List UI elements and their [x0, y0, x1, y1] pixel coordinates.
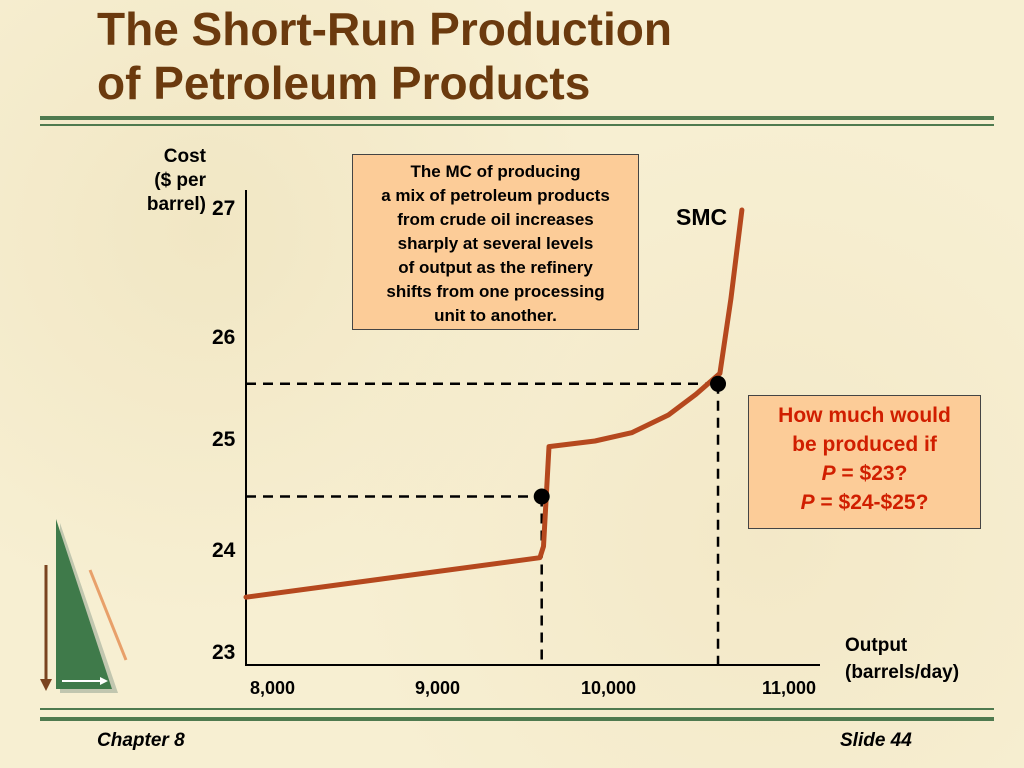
- mc-explanation-box: The MC of producing a mix of petroleum p…: [352, 154, 639, 330]
- y-tick-25: 25: [212, 428, 236, 451]
- reference-point-1: [533, 488, 550, 505]
- footer-rule-thin: [40, 708, 994, 710]
- y-tick-24: 24: [212, 539, 236, 562]
- footer-rule-thick: [40, 717, 994, 721]
- slide-number: Slide 44: [840, 730, 912, 751]
- title-rule-thin: [40, 124, 994, 126]
- reference-lines: [246, 382, 720, 665]
- question-box: How much would be produced if P = $23? P…: [748, 395, 981, 529]
- smc-curve: [243, 207, 745, 600]
- slide-title: The Short-Run Production of Petroleum Pr…: [97, 2, 672, 110]
- title-line-1: The Short-Run Production: [97, 3, 672, 55]
- reference-dots: [533, 375, 727, 505]
- note-line-2: a mix of petroleum products: [381, 186, 610, 205]
- triangle-diagonal-stroke: [88, 569, 128, 661]
- reference-point-2: [710, 375, 727, 392]
- x-axis-label-line-2: (barrels/day): [845, 662, 960, 683]
- y-tick-27: 27: [212, 197, 236, 220]
- price-equation-1: = $23?: [835, 462, 908, 485]
- triangle-shape: [56, 519, 112, 689]
- x-axis-label: Output (barrels/day): [845, 632, 959, 686]
- title-line-2: of Petroleum Products: [97, 57, 591, 109]
- note-line-6: shifts from one processing: [386, 282, 605, 301]
- price-symbol-2: P: [800, 491, 815, 514]
- note-line-1: The MC of producing: [410, 162, 581, 181]
- y-tick-23: 23: [212, 641, 236, 664]
- chapter-label: Chapter 8: [97, 730, 185, 751]
- price-symbol-1: P: [821, 462, 836, 485]
- title-rule-thick: [40, 116, 994, 120]
- note-line-3: from crude oil increases: [397, 210, 594, 229]
- x-tick-10000: 10,000: [581, 678, 637, 698]
- y-tick-26: 26: [212, 326, 236, 349]
- question-line-4: P = $24-$25?: [749, 488, 980, 517]
- down-arrow-icon: [40, 679, 52, 691]
- note-line-7: unit to another.: [434, 306, 557, 325]
- price-equation-2: = $24-$25?: [814, 491, 929, 514]
- question-line-2: be produced if: [792, 433, 937, 456]
- question-line-1: How much would: [778, 404, 951, 427]
- decorative-triangle-graphic: [40, 519, 128, 693]
- note-line-5: of output as the refinery: [398, 258, 593, 277]
- y-axis-label: Cost ($ per barrel): [128, 145, 206, 217]
- x-tick-11000: 11,000: [762, 678, 817, 698]
- x-tick-9000: 9,000: [415, 678, 461, 698]
- y-axis-label-line-2: ($ per: [154, 170, 206, 191]
- right-arrow-icon: [100, 677, 108, 685]
- x-tick-8000: 8,000: [250, 678, 296, 698]
- y-axis-label-line-3: barrel): [146, 194, 206, 215]
- y-axis-label-line-1: Cost: [163, 146, 206, 167]
- question-line-3: P = $23?: [749, 459, 980, 488]
- x-axis-label-line-1: Output: [845, 635, 908, 656]
- smc-series-label: SMC: [676, 204, 728, 230]
- note-line-4: sharply at several levels: [397, 234, 594, 253]
